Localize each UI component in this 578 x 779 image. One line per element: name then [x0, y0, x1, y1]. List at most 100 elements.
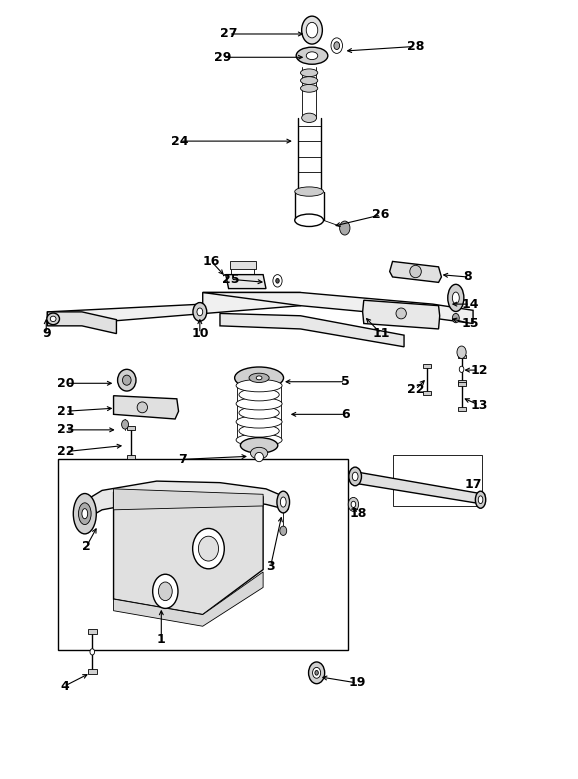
- Circle shape: [460, 366, 464, 372]
- Ellipse shape: [137, 402, 147, 413]
- Text: 15: 15: [461, 317, 479, 330]
- Text: 8: 8: [463, 270, 472, 284]
- Text: 25: 25: [221, 273, 239, 286]
- Circle shape: [453, 313, 460, 323]
- Text: 3: 3: [266, 560, 275, 573]
- Text: 26: 26: [372, 208, 390, 221]
- Ellipse shape: [396, 308, 406, 319]
- Ellipse shape: [79, 502, 91, 524]
- Ellipse shape: [302, 113, 317, 122]
- Circle shape: [193, 302, 207, 321]
- Circle shape: [334, 42, 340, 50]
- Polygon shape: [203, 292, 473, 323]
- Text: 11: 11: [372, 327, 390, 340]
- Text: 18: 18: [349, 507, 366, 520]
- Text: 17: 17: [464, 478, 482, 491]
- Ellipse shape: [82, 509, 88, 519]
- Polygon shape: [458, 380, 466, 384]
- Text: 4: 4: [60, 679, 69, 693]
- Text: 10: 10: [191, 327, 209, 340]
- Circle shape: [306, 23, 318, 38]
- Ellipse shape: [280, 497, 286, 507]
- Ellipse shape: [295, 187, 324, 196]
- Ellipse shape: [296, 48, 328, 64]
- Ellipse shape: [198, 536, 218, 561]
- Text: 22: 22: [407, 383, 424, 396]
- Ellipse shape: [352, 472, 358, 481]
- Ellipse shape: [453, 292, 460, 304]
- Polygon shape: [113, 492, 263, 615]
- Text: 28: 28: [407, 40, 424, 53]
- Text: 12: 12: [470, 364, 488, 376]
- Text: 14: 14: [461, 298, 479, 311]
- Polygon shape: [423, 391, 431, 395]
- Ellipse shape: [255, 453, 264, 462]
- Circle shape: [351, 501, 355, 507]
- Ellipse shape: [236, 416, 282, 428]
- Circle shape: [153, 574, 178, 608]
- Ellipse shape: [301, 76, 318, 84]
- Text: 22: 22: [57, 445, 75, 458]
- Ellipse shape: [73, 494, 97, 534]
- Ellipse shape: [239, 389, 279, 401]
- Ellipse shape: [235, 367, 284, 389]
- Text: 2: 2: [82, 540, 91, 553]
- Ellipse shape: [50, 316, 56, 322]
- Polygon shape: [127, 426, 135, 430]
- Circle shape: [457, 346, 466, 358]
- Bar: [58, 460, 349, 650]
- Circle shape: [309, 662, 325, 684]
- Circle shape: [197, 308, 203, 315]
- Circle shape: [158, 582, 172, 601]
- Polygon shape: [79, 481, 288, 523]
- Polygon shape: [88, 629, 97, 634]
- Text: 19: 19: [348, 676, 365, 689]
- Text: 9: 9: [42, 327, 50, 340]
- Ellipse shape: [250, 447, 268, 459]
- Text: 24: 24: [171, 135, 188, 147]
- Polygon shape: [226, 275, 266, 288]
- Polygon shape: [220, 313, 404, 347]
- Ellipse shape: [239, 425, 279, 437]
- Polygon shape: [390, 262, 442, 282]
- Ellipse shape: [236, 397, 282, 410]
- Ellipse shape: [249, 373, 269, 382]
- Circle shape: [121, 420, 128, 429]
- Text: 5: 5: [341, 375, 350, 388]
- Polygon shape: [127, 456, 135, 460]
- Ellipse shape: [478, 496, 483, 503]
- Polygon shape: [458, 354, 466, 358]
- Ellipse shape: [295, 214, 324, 227]
- Circle shape: [313, 668, 321, 679]
- Circle shape: [331, 38, 343, 54]
- Polygon shape: [230, 262, 255, 270]
- Ellipse shape: [239, 407, 279, 419]
- Ellipse shape: [475, 492, 486, 508]
- Text: 1: 1: [157, 633, 166, 646]
- Circle shape: [349, 498, 358, 511]
- Text: 27: 27: [220, 27, 238, 41]
- Ellipse shape: [306, 52, 318, 60]
- Polygon shape: [113, 396, 179, 419]
- Ellipse shape: [256, 376, 262, 380]
- Ellipse shape: [236, 434, 282, 446]
- Text: 16: 16: [203, 255, 220, 268]
- Circle shape: [276, 279, 279, 283]
- Ellipse shape: [301, 84, 318, 92]
- Ellipse shape: [236, 379, 282, 392]
- Polygon shape: [113, 572, 263, 626]
- Polygon shape: [47, 312, 116, 333]
- Circle shape: [273, 275, 282, 287]
- Ellipse shape: [192, 528, 224, 569]
- Ellipse shape: [47, 313, 60, 325]
- Polygon shape: [113, 489, 263, 509]
- Text: 29: 29: [214, 51, 232, 64]
- Ellipse shape: [349, 467, 361, 486]
- Text: 13: 13: [470, 399, 487, 411]
- Text: 20: 20: [57, 377, 75, 390]
- Text: 6: 6: [341, 408, 350, 421]
- Polygon shape: [47, 292, 301, 323]
- Ellipse shape: [240, 438, 278, 453]
- Polygon shape: [351, 471, 484, 504]
- Polygon shape: [88, 669, 97, 675]
